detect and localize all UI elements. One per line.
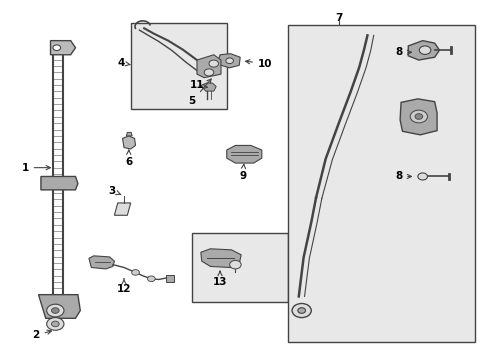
Text: 4: 4 [118, 58, 130, 68]
Polygon shape [219, 54, 240, 68]
Polygon shape [39, 294, 80, 318]
Text: 6: 6 [125, 150, 132, 167]
Circle shape [53, 45, 61, 50]
Text: 12: 12 [117, 279, 131, 294]
Circle shape [418, 173, 427, 180]
Circle shape [204, 69, 214, 76]
Circle shape [415, 114, 423, 119]
Polygon shape [114, 203, 131, 215]
Polygon shape [126, 132, 132, 136]
Polygon shape [50, 41, 75, 55]
Circle shape [47, 304, 64, 317]
Bar [288, 25, 475, 342]
Text: 5: 5 [189, 79, 211, 106]
Polygon shape [201, 249, 241, 267]
Polygon shape [400, 99, 437, 135]
Circle shape [147, 276, 155, 282]
Text: 13: 13 [213, 271, 227, 287]
Text: 9: 9 [239, 164, 246, 181]
Circle shape [230, 260, 241, 269]
Polygon shape [408, 41, 440, 60]
Bar [131, 23, 227, 109]
Circle shape [209, 60, 219, 67]
Polygon shape [122, 136, 136, 149]
Text: 2: 2 [32, 330, 51, 340]
Text: 10: 10 [245, 59, 272, 68]
Text: 8: 8 [395, 47, 412, 57]
Text: 11: 11 [190, 80, 207, 90]
Polygon shape [89, 256, 114, 269]
Circle shape [226, 58, 233, 64]
Circle shape [292, 303, 311, 318]
Text: 3: 3 [108, 186, 121, 195]
Text: 7: 7 [335, 13, 343, 23]
Circle shape [51, 321, 59, 327]
Polygon shape [166, 275, 174, 282]
Polygon shape [227, 145, 262, 163]
Polygon shape [201, 83, 216, 91]
Text: 8: 8 [395, 171, 412, 181]
Circle shape [51, 308, 59, 313]
Circle shape [410, 110, 427, 123]
Polygon shape [41, 176, 78, 190]
Bar [192, 233, 288, 302]
Polygon shape [197, 55, 221, 78]
Circle shape [298, 308, 305, 313]
Circle shape [419, 46, 431, 54]
Circle shape [47, 318, 64, 330]
Circle shape [132, 270, 139, 275]
Text: 1: 1 [22, 163, 50, 173]
